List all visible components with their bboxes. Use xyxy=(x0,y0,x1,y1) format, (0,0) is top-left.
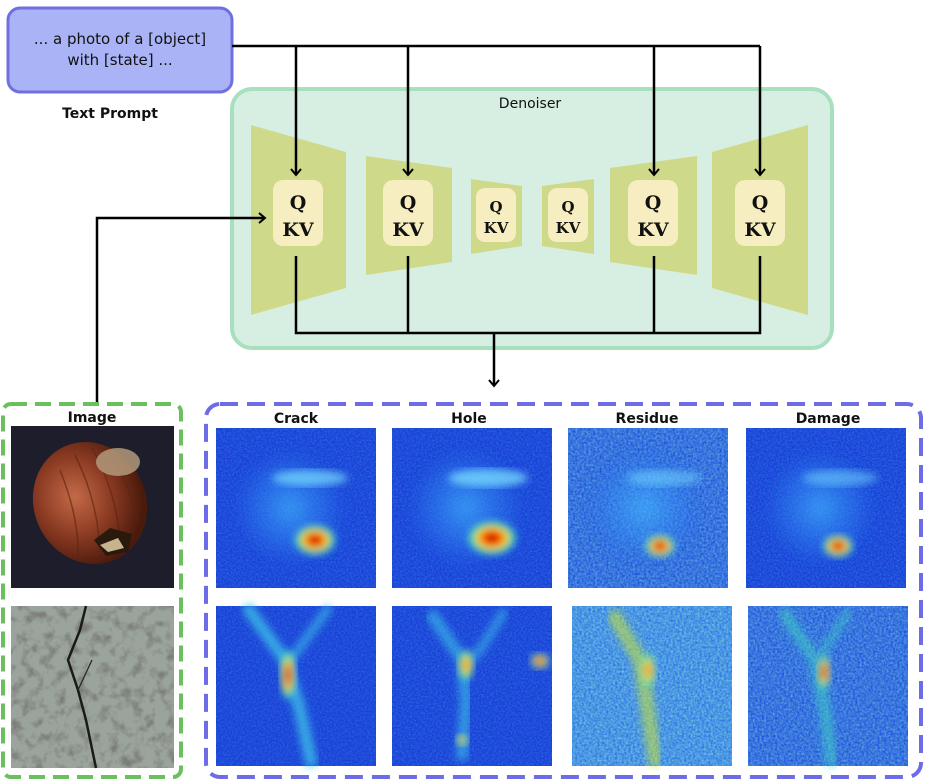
prompt-line-1: ... a photo of a [object] xyxy=(34,30,206,48)
heatmap-panel-frame xyxy=(204,402,923,779)
heatmap-hole-stone xyxy=(392,606,552,766)
heatmap-residue-stone xyxy=(572,606,732,767)
denoiser-label: Denoiser xyxy=(499,96,562,112)
image-input-arrow xyxy=(95,212,267,402)
output-collector xyxy=(294,256,762,335)
qkv-q-label: Q xyxy=(645,192,662,214)
qkv-q-label: Q xyxy=(561,198,574,216)
qkv-kv-label: KV xyxy=(282,219,315,241)
stone-crack-image xyxy=(11,605,174,769)
column-label-residue: Residue xyxy=(616,411,679,427)
qkv-kv-label: KV xyxy=(744,219,777,241)
qkv-box-1: Q KV xyxy=(273,180,323,246)
heatmap-damage-stone xyxy=(748,606,908,767)
heatmap-hole-hazelnut xyxy=(392,428,552,588)
qkv-kv-label: KV xyxy=(556,219,581,237)
qkv-box-6: Q KV xyxy=(735,180,785,246)
heatmap-residue-hazelnut xyxy=(568,428,728,588)
qkv-q-label: Q xyxy=(489,198,502,216)
qkv-box-3: Q KV xyxy=(476,188,516,242)
qkv-q-label: Q xyxy=(752,192,769,214)
heatmap-damage-hazelnut xyxy=(746,428,906,588)
qkv-box-2: Q KV xyxy=(383,180,433,246)
heatmap-crack-hazelnut xyxy=(216,428,376,588)
column-label-damage: Damage xyxy=(796,411,861,427)
heatmap-crack-stone xyxy=(216,602,376,768)
column-label-crack: Crack xyxy=(274,411,319,427)
prompt-line-2: with [state] ... xyxy=(67,51,172,69)
qkv-kv-label: KV xyxy=(392,219,425,241)
connection-lines xyxy=(95,44,766,402)
text-prompt-box: ... a photo of a [object] with [state] .… xyxy=(6,6,234,94)
text-prompt-caption: Text Prompt xyxy=(62,106,158,122)
column-label-hole: Hole xyxy=(451,411,487,427)
qkv-box-4: Q KV xyxy=(548,188,588,242)
hazelnut-image xyxy=(11,426,174,588)
qkv-q-label: Q xyxy=(290,192,307,214)
qkv-box-5: Q KV xyxy=(628,180,678,246)
image-panel-frame xyxy=(1,402,183,779)
qkv-q-label: Q xyxy=(400,192,417,214)
qkv-kv-label: KV xyxy=(637,219,670,241)
qkv-kv-label: KV xyxy=(484,219,509,237)
image-panel-title: Image xyxy=(68,410,117,426)
